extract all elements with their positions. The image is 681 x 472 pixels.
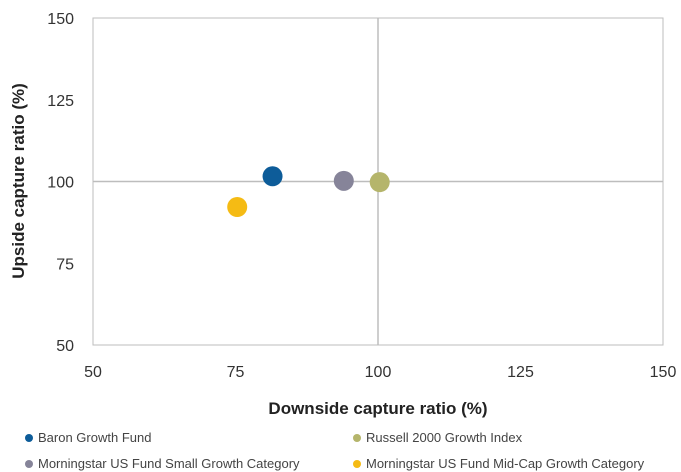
y-tick-label: 150: [47, 11, 74, 28]
x-tick-label: 150: [650, 364, 677, 381]
legend: Baron Growth Fund Russell 2000 Growth In…: [0, 430, 681, 472]
legend-item: Baron Growth Fund: [25, 430, 151, 445]
legend-marker: [25, 433, 33, 442]
legend-marker: [353, 433, 361, 442]
y-tick-label: 125: [47, 93, 74, 110]
legend-label: Morningstar US Fund Mid-Cap Growth Categ…: [366, 456, 645, 471]
data-point: [369, 172, 390, 193]
x-tick-label: 125: [507, 364, 534, 381]
y-tick-label: 100: [47, 175, 74, 192]
scatter-chart: 150 125 100 75 50 50 75 100 125 150 Downside cap…: [9, 11, 676, 418]
y-tick-label: 75: [56, 256, 74, 273]
legend-item: Morningstar US Fund Small Growth Categor…: [25, 456, 300, 471]
x-tick-label: 50: [84, 364, 102, 381]
data-point: [262, 166, 283, 187]
legend-marker: [353, 459, 361, 468]
y-tick-labels: 150 125 100 75 50: [47, 11, 74, 355]
x-tick-label: 100: [365, 364, 392, 381]
x-tick-label: 75: [227, 364, 245, 381]
legend-item: Morningstar US Fund Mid-Cap Growth Categ…: [353, 456, 644, 471]
y-tick-label: 50: [56, 338, 74, 355]
legend-label: Morningstar US Fund Small Growth Categor…: [38, 456, 300, 471]
legend-label: Russell 2000 Growth Index: [366, 430, 523, 445]
x-tick-labels: 50 75 100 125 150: [84, 364, 676, 381]
y-axis-title: Upside capture ratio (%): [9, 83, 28, 279]
data-point: [333, 170, 354, 191]
legend-label: Baron Growth Fund: [38, 430, 152, 445]
legend-item: Russell 2000 Growth Index: [353, 430, 522, 445]
legend-marker: [25, 459, 33, 468]
data-points: [227, 166, 390, 218]
x-axis-title: Downside capture ratio (%): [268, 399, 487, 418]
data-point: [227, 197, 248, 218]
